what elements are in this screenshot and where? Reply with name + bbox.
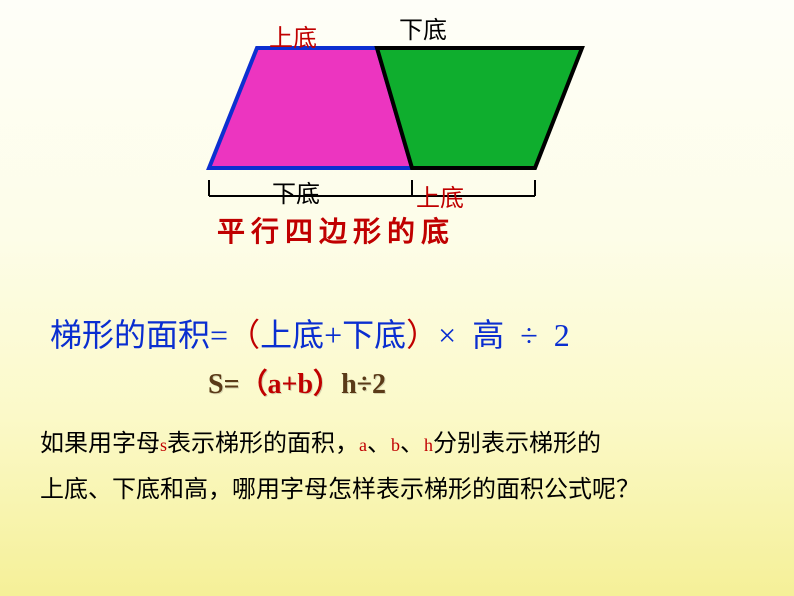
formula-short-paren: （a+b） — [240, 369, 342, 400]
label-bottom-right: 上底 — [416, 178, 464, 213]
explain-var-h: h — [424, 435, 433, 455]
explain-line2: 上底、下底和高，哪用字母怎样表示梯形的面积公式呢？ — [40, 477, 640, 503]
formula-height: 高 — [472, 317, 504, 353]
label-top-left: 上底 — [269, 18, 317, 53]
formula-const: 2 — [554, 317, 570, 353]
formula-short-tail: h÷2 — [341, 369, 386, 400]
explain-seg-c: 分别表示梯形的 — [433, 431, 601, 457]
explain-seg-a: 如果用字母 — [40, 431, 160, 457]
label-top-right: 下底 — [399, 10, 447, 45]
label-bottom-left: 下底 — [272, 174, 320, 209]
right-trapezoid — [377, 48, 582, 168]
explain-var-b: b — [391, 435, 400, 455]
explain-sep1: 、 — [367, 431, 391, 457]
explain-var-a: a — [359, 435, 367, 455]
explain-seg-b: 表示梯形的面积， — [167, 431, 359, 457]
formula-short-prefix: S= — [208, 369, 240, 400]
parallelogram-diagram: 上底 下底 下底 上底 平行四边形的底 — [197, 28, 607, 258]
area-formula-words: 梯形的面积=（上底+下底）× 高 ÷ 2 — [50, 310, 570, 356]
explanation-text: 如果用字母s表示梯形的面积，a、b、h分别表示梯形的 上底、下底和高，哪用字母怎… — [40, 422, 760, 513]
formula-prefix: 梯形的面积= — [50, 317, 228, 353]
diagram-svg — [197, 28, 607, 228]
base-bracket — [209, 180, 535, 196]
formula-times: × — [438, 317, 456, 353]
formula-term1: 上底 — [260, 317, 324, 353]
explain-sep2: 、 — [400, 431, 424, 457]
formula-term2: 下底 — [342, 317, 406, 353]
formula-paren-open: （ — [228, 317, 260, 353]
explain-var-s: s — [160, 435, 167, 455]
parallelogram-caption: 平行四边形的底 — [217, 210, 455, 250]
formula-div: ÷ — [520, 317, 538, 353]
formula-plus: + — [324, 317, 342, 353]
area-formula-symbols: S=（a+b）h÷2 — [208, 362, 386, 402]
formula-paren-close: ） — [406, 317, 438, 353]
